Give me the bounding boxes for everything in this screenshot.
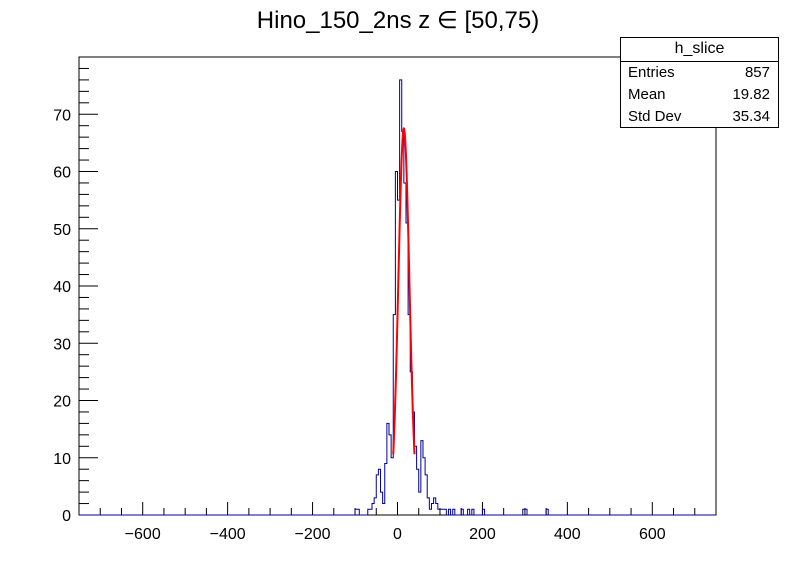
y-tick-label: 20 <box>53 394 71 411</box>
y-tick-label: 10 <box>53 451 71 468</box>
histogram-series <box>79 79 716 516</box>
x-tick-label: 200 <box>469 526 496 543</box>
y-tick-label: 40 <box>53 279 71 296</box>
stats-box: h_slice Entries 857 Mean 19.82 Std Dev 3… <box>620 37 779 128</box>
y-tick-label: 0 <box>62 508 71 525</box>
histogram-bin <box>404 183 406 515</box>
x-tick-label: 0 <box>393 526 402 543</box>
y-tick-label: 30 <box>53 336 71 353</box>
y-tick-label: 50 <box>53 222 71 239</box>
axis-ticks <box>79 67 696 516</box>
stats-row-entries: Entries 857 <box>621 62 778 84</box>
y-tick-label: 70 <box>53 107 71 124</box>
y-tick-label: 60 <box>53 165 71 182</box>
stats-title: h_slice <box>621 38 778 62</box>
stats-value: 19.82 <box>732 86 770 103</box>
stats-value: 857 <box>744 64 770 81</box>
x-tick-label: −400 <box>210 526 246 543</box>
x-tick-label: 400 <box>554 526 581 543</box>
stats-label: Entries <box>628 64 675 81</box>
chart-title: Hino_150_2ns z ∈ [50,75) <box>256 7 540 34</box>
stats-row-stddev: Std Dev 35.34 <box>621 106 778 128</box>
x-tick-label: 600 <box>639 526 666 543</box>
histogram-bin <box>370 509 372 515</box>
stats-row-mean: Mean 19.82 <box>621 84 778 106</box>
histogram-bin <box>383 504 385 515</box>
stats-label: Mean <box>628 86 666 103</box>
x-tick-label: −200 <box>295 526 331 543</box>
stats-label: Std Dev <box>628 108 682 125</box>
histogram-bin <box>402 131 404 515</box>
stats-value: 35.34 <box>732 108 770 125</box>
histogram-bin <box>429 509 431 515</box>
histogram-bin <box>391 458 393 515</box>
x-tick-label: −600 <box>125 526 161 543</box>
axis-tick-labels: −600 −400 −200 0 200 400 600 0 10 20 30 40 50 60 70 <box>53 107 666 543</box>
histogram-bins <box>355 80 548 515</box>
histogram-bin <box>442 509 444 515</box>
gaussian-fit-curve <box>392 126 416 455</box>
